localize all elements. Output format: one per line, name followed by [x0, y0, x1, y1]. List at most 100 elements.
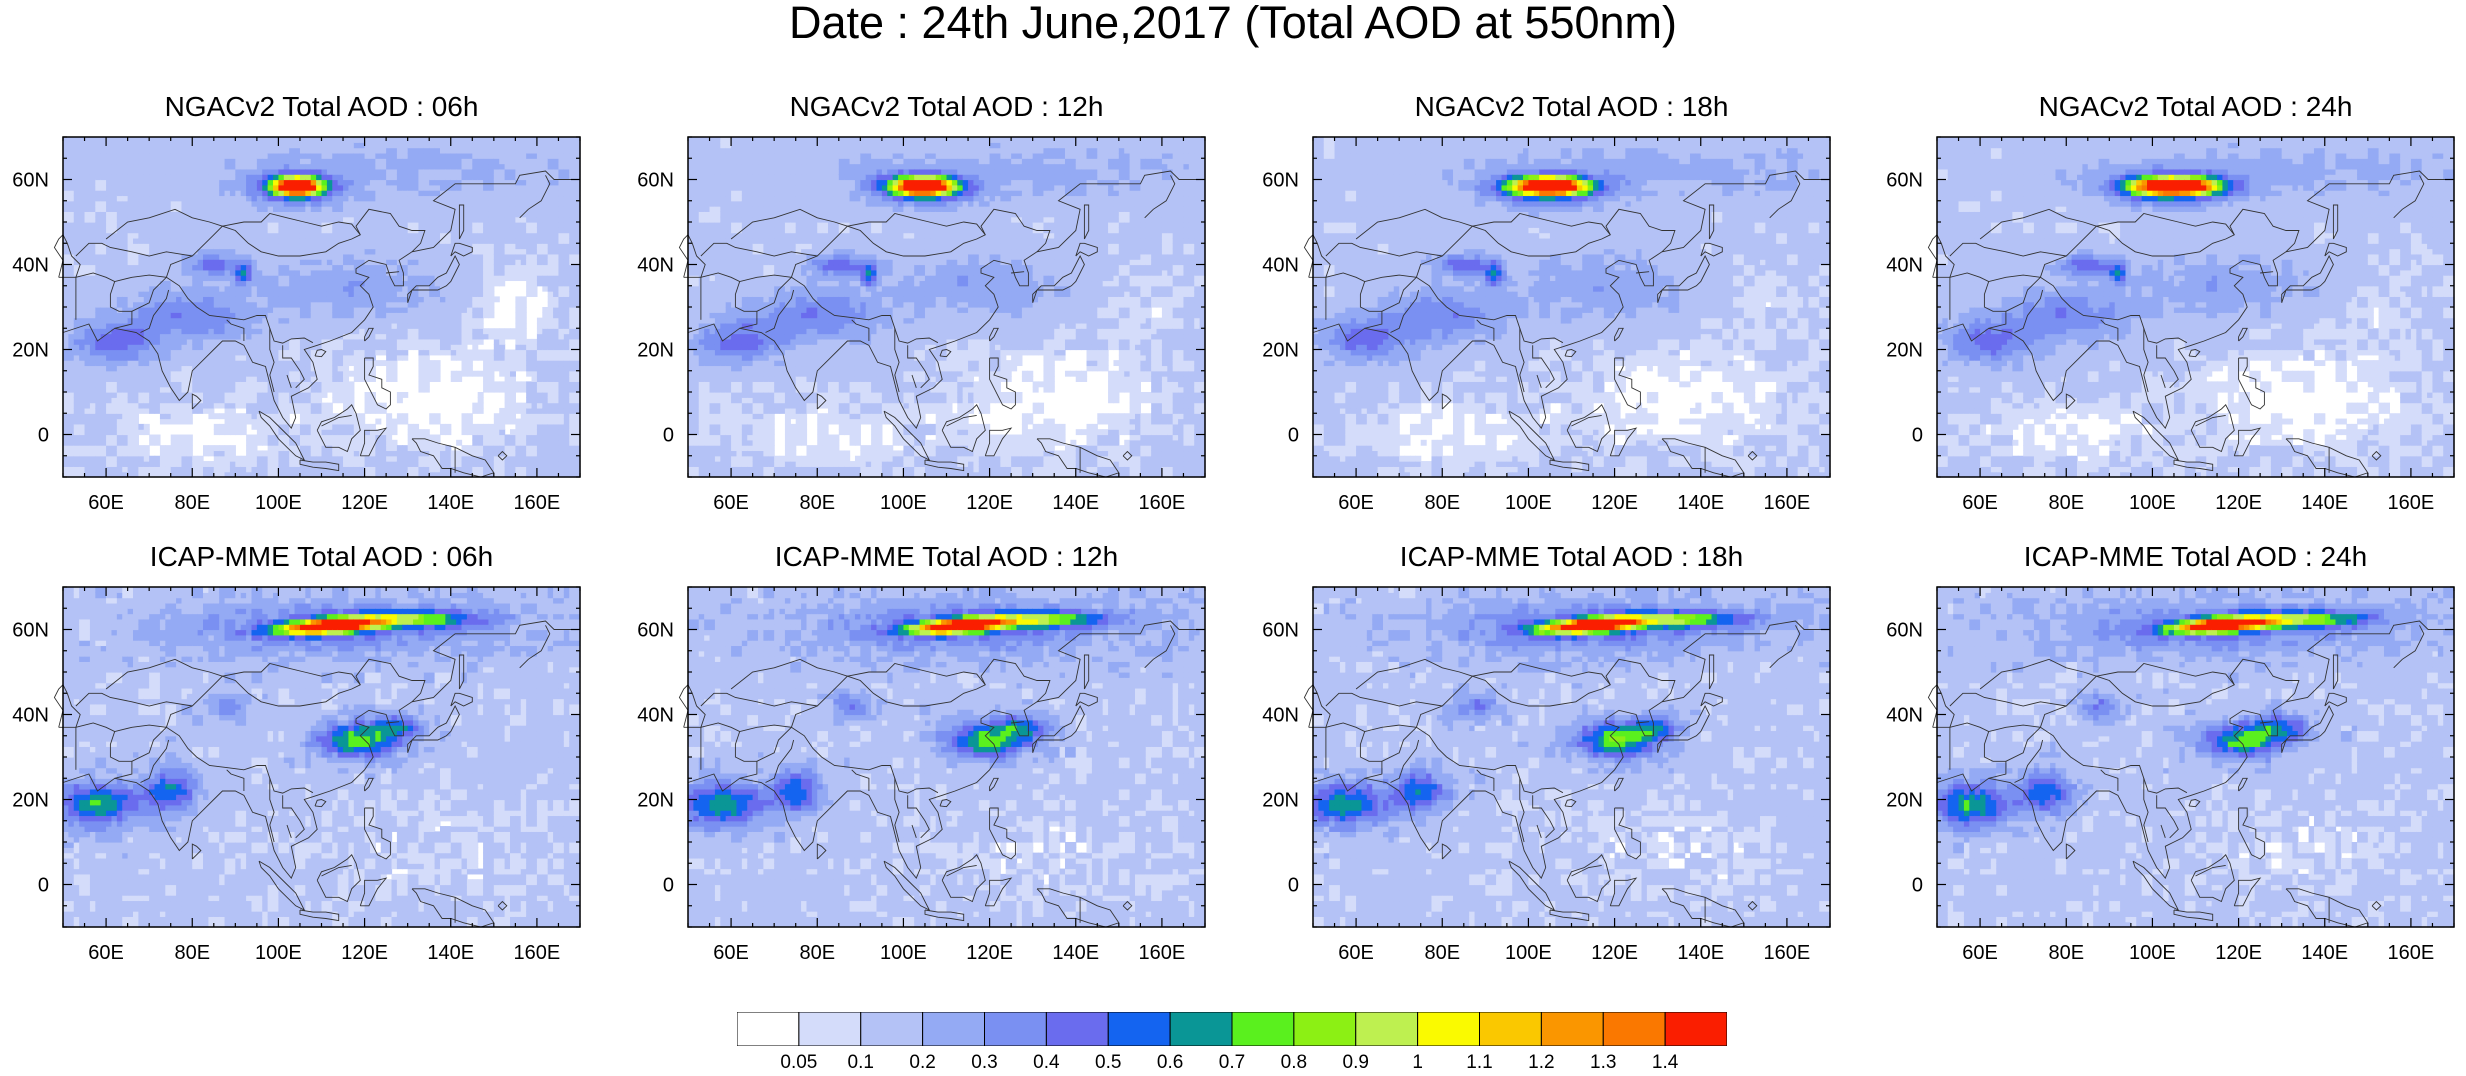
lon-tick-label: 120E	[1591, 492, 1638, 514]
panel-title: NGACv2 Total AOD : 18h	[1303, 92, 1840, 122]
lat-tick-label: 20N	[1262, 340, 1299, 362]
lon-tick-label: 100E	[880, 942, 927, 964]
colorbar-swatch	[1541, 1012, 1603, 1046]
colorbar-swatch	[1665, 1012, 1727, 1046]
lat-tick-label: 40N	[637, 255, 674, 277]
lat-tick-label: 0	[1912, 425, 1923, 447]
lat-tick-label: 20N	[1886, 340, 1923, 362]
lat-tick-label: 60N	[1886, 170, 1923, 192]
colorbar	[737, 1012, 1727, 1046]
lat-tick-label: 60N	[1886, 620, 1923, 642]
lat-tick-label: 0	[663, 425, 674, 447]
panel-title: ICAP-MME Total AOD : 18h	[1303, 542, 1840, 572]
colorbar-swatch	[1170, 1012, 1232, 1046]
lat-tick-label: 20N	[637, 340, 674, 362]
lat-tick-label: 60N	[637, 620, 674, 642]
aod-map: 60E 80E 100E 120E 140E 160E 60N 40N 20N 0	[1233, 587, 1870, 997]
lon-tick-label: 120E	[2215, 492, 2262, 514]
lat-tick-label: 0	[1288, 875, 1299, 897]
lat-tick-label: 20N	[1886, 790, 1923, 812]
lon-tick-label: 100E	[2129, 492, 2176, 514]
lon-tick-label: 100E	[2129, 942, 2176, 964]
lon-tick-label: 60E	[713, 942, 749, 964]
lat-tick-label: 20N	[637, 790, 674, 812]
panel-title: NGACv2 Total AOD : 24h	[1927, 92, 2464, 122]
lon-tick-label: 80E	[1424, 942, 1460, 964]
lat-tick-label: 40N	[1886, 705, 1923, 727]
lat-tick-label: 40N	[12, 255, 49, 277]
lon-tick-label: 120E	[2215, 942, 2262, 964]
panel-title: ICAP-MME Total AOD : 12h	[678, 542, 1215, 572]
lon-tick-label: 80E	[799, 492, 835, 514]
lat-tick-label: 60N	[1262, 620, 1299, 642]
lat-tick-label: 0	[38, 425, 49, 447]
lat-tick-label: 40N	[1886, 255, 1923, 277]
colorbar-swatch	[1232, 1012, 1294, 1046]
colorbar-swatch	[861, 1012, 923, 1046]
aod-map: 60E 80E 100E 120E 140E 160E 60N 40N 20N 0	[1857, 587, 2466, 997]
lon-tick-label: 140E	[1677, 492, 1724, 514]
lon-tick-label: 100E	[255, 492, 302, 514]
lon-tick-label: 60E	[1338, 942, 1374, 964]
lon-tick-label: 160E	[1764, 942, 1811, 964]
colorbar-swatch	[799, 1012, 861, 1046]
colorbar-swatch	[1294, 1012, 1356, 1046]
lon-tick-label: 120E	[341, 492, 388, 514]
colorbar-swatch	[1480, 1012, 1542, 1046]
lat-tick-label: 20N	[12, 790, 49, 812]
lon-tick-label: 80E	[1424, 492, 1460, 514]
lat-tick-label: 60N	[637, 170, 674, 192]
lon-tick-label: 160E	[514, 942, 561, 964]
lon-tick-label: 80E	[174, 492, 210, 514]
lat-tick-label: 40N	[637, 705, 674, 727]
lon-tick-label: 60E	[713, 492, 749, 514]
lon-tick-label: 140E	[2301, 942, 2348, 964]
lon-tick-label: 60E	[1962, 492, 1998, 514]
lat-tick-label: 60N	[1262, 170, 1299, 192]
lon-tick-label: 60E	[1338, 492, 1374, 514]
lon-tick-label: 160E	[1139, 492, 1186, 514]
lon-tick-label: 120E	[966, 492, 1013, 514]
lat-tick-label: 0	[38, 875, 49, 897]
lon-tick-label: 140E	[427, 942, 474, 964]
panel-title: ICAP-MME Total AOD : 24h	[1927, 542, 2464, 572]
lon-tick-label: 160E	[2388, 942, 2435, 964]
lon-tick-label: 120E	[1591, 942, 1638, 964]
lat-tick-label: 40N	[1262, 255, 1299, 277]
colorbar-swatch	[737, 1012, 799, 1046]
colorbar-swatch	[1418, 1012, 1480, 1046]
panel-title: ICAP-MME Total AOD : 06h	[53, 542, 590, 572]
lon-tick-label: 160E	[1764, 492, 1811, 514]
colorbar-swatch	[1603, 1012, 1665, 1046]
lon-tick-label: 80E	[174, 942, 210, 964]
lon-tick-label: 60E	[1962, 942, 1998, 964]
lon-tick-label: 100E	[1505, 492, 1552, 514]
lat-tick-label: 60N	[12, 170, 49, 192]
lat-tick-label: 60N	[12, 620, 49, 642]
lat-tick-label: 40N	[1262, 705, 1299, 727]
colorbar-swatch	[1046, 1012, 1108, 1046]
lon-tick-label: 100E	[880, 492, 927, 514]
lon-tick-label: 160E	[2388, 492, 2435, 514]
figure-title: Date : 24th June,2017 (Total AOD at 550n…	[0, 0, 2466, 45]
lon-tick-label: 160E	[1139, 942, 1186, 964]
lon-tick-label: 80E	[2048, 492, 2084, 514]
lat-tick-label: 0	[663, 875, 674, 897]
lat-tick-label: 20N	[12, 340, 49, 362]
lon-tick-label: 100E	[1505, 942, 1552, 964]
lon-tick-label: 120E	[966, 942, 1013, 964]
lon-tick-label: 60E	[88, 942, 124, 964]
lon-tick-label: 140E	[1677, 942, 1724, 964]
lat-tick-label: 0	[1912, 875, 1923, 897]
lon-tick-label: 140E	[427, 492, 474, 514]
lon-tick-label: 80E	[2048, 942, 2084, 964]
lon-tick-label: 120E	[341, 942, 388, 964]
colorbar-swatch	[1108, 1012, 1170, 1046]
panel-title: NGACv2 Total AOD : 06h	[53, 92, 590, 122]
lat-tick-label: 20N	[1262, 790, 1299, 812]
lat-tick-label: 0	[1288, 425, 1299, 447]
lon-tick-label: 140E	[2301, 492, 2348, 514]
